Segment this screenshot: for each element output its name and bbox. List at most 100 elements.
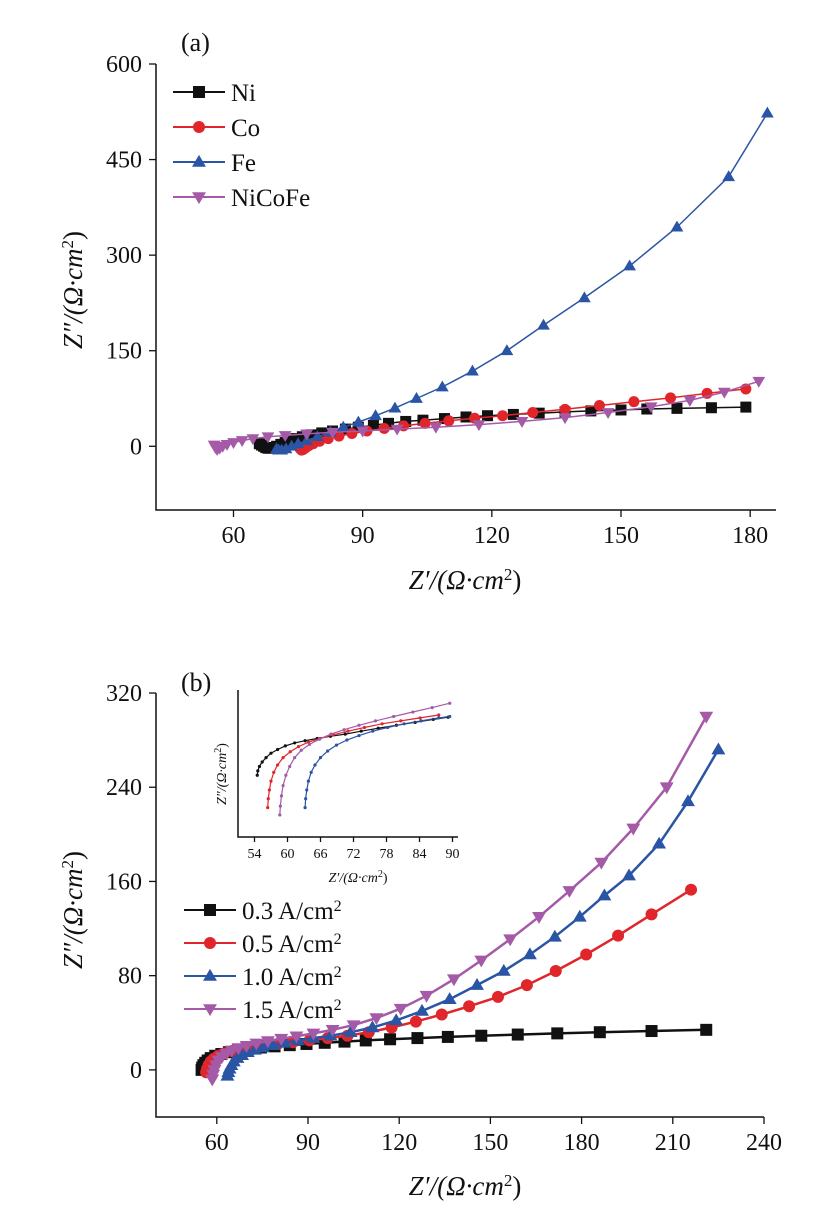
a-series-2 xyxy=(270,106,774,455)
a-series-3-point-17 xyxy=(515,417,529,428)
b-series-3-point-26 xyxy=(626,823,641,836)
a-series-0-point-11 xyxy=(290,433,302,445)
a-x-tick-label-3: 150 xyxy=(603,523,639,549)
b-x-tick-label-3: 150 xyxy=(472,1130,508,1156)
a-y-tick-label-4: 600 xyxy=(106,52,142,78)
a-series-2-point-22 xyxy=(761,106,774,118)
inset-series-1-point-14 xyxy=(380,722,384,726)
inset-series-0-point-1 xyxy=(256,769,260,773)
a-legend-label-0: Ni xyxy=(231,80,256,107)
inset-series-2-point-17 xyxy=(448,701,452,705)
a-series-2-point-11 xyxy=(369,409,382,421)
inset-series-2-point-0 xyxy=(278,813,282,817)
b-series-3-point-12 xyxy=(274,1033,289,1046)
inset-series-3-line xyxy=(304,715,450,808)
b-series-3-point-14 xyxy=(306,1028,321,1041)
inset-axes xyxy=(237,690,458,838)
inset-x-axis-title-sup: 2 xyxy=(378,869,383,880)
y-axis-title-a-sup: 2 xyxy=(58,240,77,249)
a-series-3-point-7 xyxy=(235,436,249,448)
inset-series-2-point-10 xyxy=(329,732,333,736)
b-series-2-point-27 xyxy=(652,836,667,849)
b-y-tick-label-2: 160 xyxy=(106,869,142,895)
a-y-tick-label-1: 150 xyxy=(106,339,142,365)
inset-series-0-point-13 xyxy=(359,729,363,733)
ticks-b: 60 90 120 150 180 210 240 0 80 160 240 320 xyxy=(106,681,782,1156)
inset-y-axis-title-sup: 2 xyxy=(213,748,224,753)
a-series-2-point-20 xyxy=(670,220,684,232)
inset-series-3-point-4 xyxy=(309,770,313,774)
a-series-0-point-18 xyxy=(367,419,379,431)
a-legend-marker-3 xyxy=(192,192,206,205)
b-series-0-point-22 xyxy=(511,1028,524,1041)
b-series-3-point-28 xyxy=(699,711,714,724)
inset-series-3-point-1 xyxy=(304,797,308,801)
a-series-1-point-18 xyxy=(559,403,571,415)
inset-series-1-point-15 xyxy=(399,719,403,723)
a-series-2-point-9 xyxy=(336,420,350,432)
b-series-3-point-23 xyxy=(532,911,546,924)
a-series-0-point-33 xyxy=(740,401,752,413)
y-axis-title-b-end: ) xyxy=(58,851,88,860)
inset-x-axis-title: Z′/(Ω·cm2) xyxy=(328,869,387,887)
b-series-3-point-19 xyxy=(419,990,434,1003)
a-series-0-point-23 xyxy=(460,411,472,423)
a-y-tick-label-0: 0 xyxy=(130,434,142,460)
a-legend-label-2: Fe xyxy=(231,150,256,177)
inset-series-2-point-15 xyxy=(411,710,415,714)
inset-series-3-point-16 xyxy=(448,714,452,719)
a-series-0-point-29 xyxy=(615,404,627,416)
a-series-3-point-13 xyxy=(356,426,370,438)
a-series-3-point-9 xyxy=(261,432,275,444)
a-series-2-point-10 xyxy=(351,415,365,427)
b-legend-marker-3 xyxy=(203,1004,217,1017)
a-legend-label-3-text: NiCoFe xyxy=(231,185,310,212)
inset-series-3-point-7 xyxy=(326,749,330,753)
inset-series-0-point-8 xyxy=(293,741,297,745)
axes-b-lines xyxy=(155,693,764,1118)
inset-series-2-point-2 xyxy=(279,794,284,798)
inset-series-3-point-12 xyxy=(386,725,390,730)
b-legend-label-0: 0.3 A/cm2 xyxy=(242,898,342,926)
x-axis-title-a: Z′/(Ω·cm2) xyxy=(409,565,522,596)
x-axis-title-a-end: ) xyxy=(512,565,521,595)
ticks-a: 60 90 120 150 180 0 150 300 450 600 xyxy=(106,52,768,549)
a-series-1-point-21 xyxy=(665,392,677,404)
inset-series-2-point-5 xyxy=(288,764,292,769)
a-series-0-point-30 xyxy=(641,403,653,415)
inset-series-2-point-16 xyxy=(430,706,434,710)
b-legend-label-2-sup: 2 xyxy=(334,964,342,981)
a-series-2-point-14 xyxy=(435,380,449,392)
series-group-a xyxy=(207,106,774,456)
inset-x-axis-title-end: ) xyxy=(383,871,388,886)
b-series-1-point-18 xyxy=(409,1015,422,1028)
a-series-3-point-12 xyxy=(326,427,339,439)
b-series-2-point-20 xyxy=(470,978,484,990)
a-series-2-point-7 xyxy=(311,430,324,442)
inset-series-1-point-3 xyxy=(269,779,273,783)
b-series-0-point-18 xyxy=(384,1033,397,1046)
a-legend-label-2-text: Fe xyxy=(231,150,256,177)
b-series-2-point-28 xyxy=(681,794,695,807)
b-series-2-point-10 xyxy=(266,1038,280,1050)
inset-series-2-point-6 xyxy=(293,756,297,760)
b-legend-marker-2 xyxy=(203,968,217,981)
inset-y-axis-title: Z″/(Ω·cm2) xyxy=(213,743,231,805)
b-legend-label-3-sup: 2 xyxy=(334,997,342,1014)
inset-series-1-point-2 xyxy=(267,788,271,792)
inset-x-tick-label-0: 54 xyxy=(248,847,262,862)
b-series-2-point-14 xyxy=(323,1028,338,1041)
a-series-3-point-21 xyxy=(683,396,697,407)
inset-series-2-point-4 xyxy=(284,773,288,777)
b-series-2-point-21 xyxy=(496,963,511,976)
b-series-0-point-19 xyxy=(411,1032,424,1045)
inset-series-3-point-0 xyxy=(303,806,307,810)
b-x-tick-label-2: 120 xyxy=(381,1130,417,1156)
a-series-0-point-28 xyxy=(585,405,597,417)
inset-series-1-point-4 xyxy=(272,770,276,774)
b-series-0-point-23 xyxy=(551,1027,564,1040)
inset-series-2-point-7 xyxy=(299,748,303,752)
a-series-2-point-19 xyxy=(623,259,636,271)
